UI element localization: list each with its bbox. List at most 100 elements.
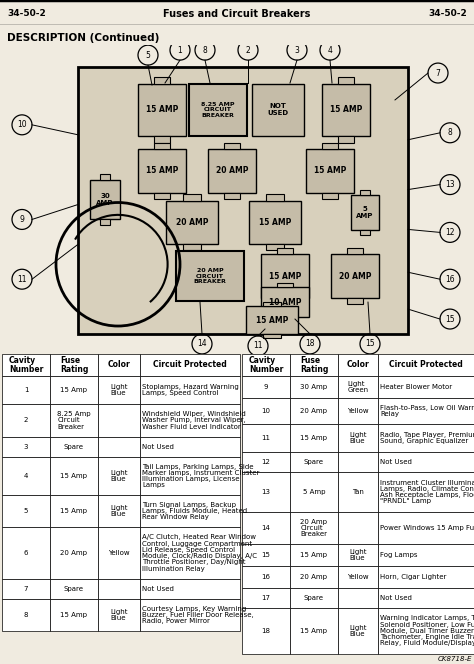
Bar	[98, 579, 140, 599]
Bar	[378, 512, 474, 544]
Bar	[208, 149, 256, 193]
Bar	[338, 608, 378, 654]
Bar	[2, 527, 50, 579]
Text: 5: 5	[146, 50, 150, 60]
Bar	[154, 193, 170, 199]
Bar	[98, 527, 140, 579]
Bar	[277, 248, 293, 254]
Text: Spare: Spare	[304, 595, 324, 601]
Bar	[183, 195, 201, 201]
Bar	[140, 437, 240, 457]
Bar	[277, 298, 293, 304]
Text: 15 AMP: 15 AMP	[259, 218, 291, 227]
Bar	[2, 579, 50, 599]
Bar	[242, 376, 290, 398]
Bar	[242, 608, 290, 654]
Text: 30 Amp: 30 Amp	[301, 384, 328, 390]
Bar	[360, 230, 370, 236]
Text: 5: 5	[24, 508, 28, 514]
Bar	[140, 599, 240, 631]
Text: Windshield Wiper, Windshield
Washer Pump, Interval Wiper,
Washer Fluid Level Ind: Windshield Wiper, Windshield Washer Pump…	[142, 411, 246, 430]
Text: Courtesy Lamps, Key Warning
Buzzer, Fuel Filler Door Release,
Radio, Power Mirro: Courtesy Lamps, Key Warning Buzzer, Fuel…	[142, 606, 254, 624]
Bar	[378, 608, 474, 654]
Text: 13: 13	[262, 489, 271, 495]
Bar	[290, 608, 338, 654]
Text: 15 Amp: 15 Amp	[301, 552, 328, 558]
Text: 11: 11	[253, 341, 263, 351]
Text: 15 Amp: 15 Amp	[301, 435, 328, 441]
Bar	[140, 495, 240, 527]
Text: 15 AMP: 15 AMP	[269, 272, 301, 281]
Bar	[338, 398, 378, 424]
Text: Flash-to-Pass, Low Oil Warning
Relay: Flash-to-Pass, Low Oil Warning Relay	[380, 405, 474, 417]
Text: Warning Indicator Lamps, Throttle
Solenoid Positioner, Low Fuel
Module, Dual Tim: Warning Indicator Lamps, Throttle Soleno…	[380, 616, 474, 647]
Bar	[183, 244, 201, 250]
Bar	[306, 149, 354, 193]
Bar	[50, 599, 98, 631]
Text: 15 AMP: 15 AMP	[146, 166, 178, 175]
Bar	[242, 472, 290, 512]
Text: Light
Blue: Light Blue	[110, 470, 128, 482]
Bar	[378, 566, 474, 588]
Text: 34-50-2: 34-50-2	[7, 9, 46, 19]
Bar	[98, 495, 140, 527]
Text: 8: 8	[24, 612, 28, 618]
Text: 7: 7	[436, 68, 440, 78]
Bar	[242, 398, 290, 424]
Text: Yellow: Yellow	[347, 408, 369, 414]
Text: 13: 13	[445, 180, 455, 189]
Text: Light
Green: Light Green	[347, 380, 369, 393]
Text: CK8718-E: CK8718-E	[438, 656, 472, 662]
Bar	[290, 376, 338, 398]
Bar	[2, 404, 50, 437]
Text: Color: Color	[346, 361, 369, 369]
Text: 9: 9	[264, 384, 268, 390]
Bar	[154, 77, 170, 84]
Bar	[189, 84, 247, 136]
Text: Yellow: Yellow	[347, 574, 369, 580]
Bar	[290, 424, 338, 452]
Bar	[242, 424, 290, 452]
Text: 14: 14	[197, 339, 207, 349]
Bar	[50, 354, 98, 376]
Text: Tan: Tan	[352, 489, 364, 495]
Text: Fog Lamps: Fog Lamps	[380, 552, 418, 558]
Bar	[263, 334, 281, 338]
Bar	[378, 376, 474, 398]
Bar	[2, 376, 50, 404]
Text: 8.25 AMP
CIRCUIT
BREAKER: 8.25 AMP CIRCUIT BREAKER	[201, 102, 235, 118]
Text: Spare: Spare	[64, 444, 84, 450]
Bar	[242, 588, 290, 608]
Bar	[290, 566, 338, 588]
Bar	[266, 195, 284, 201]
Text: Radio, Tape Player, Premium
Sound, Graphic Equalizer: Radio, Tape Player, Premium Sound, Graph…	[380, 432, 474, 444]
Text: 20 Amp: 20 Amp	[301, 408, 328, 414]
Bar	[140, 579, 240, 599]
Text: Fuse
Rating: Fuse Rating	[300, 356, 328, 374]
Bar	[378, 452, 474, 472]
Text: Light
Blue: Light Blue	[110, 609, 128, 621]
Text: 18: 18	[262, 628, 271, 634]
Bar	[322, 84, 370, 136]
Text: 15: 15	[262, 552, 271, 558]
Bar	[242, 452, 290, 472]
Text: 8: 8	[447, 128, 452, 137]
Text: Not Used: Not Used	[380, 595, 412, 601]
Bar	[338, 472, 378, 512]
Bar	[2, 457, 50, 495]
Text: Light
Blue: Light Blue	[349, 625, 367, 637]
Text: Cavity
Number: Cavity Number	[9, 356, 43, 374]
Text: 15 Amp: 15 Amp	[61, 387, 88, 393]
Text: 14: 14	[262, 525, 271, 531]
Bar	[290, 452, 338, 472]
Bar	[337, 77, 355, 84]
Bar	[50, 457, 98, 495]
Text: 15 Amp: 15 Amp	[61, 612, 88, 618]
Text: 3: 3	[294, 46, 300, 54]
Bar	[98, 376, 140, 404]
Text: 20 AMP: 20 AMP	[216, 166, 248, 175]
Text: 20 Amp: 20 Amp	[301, 574, 328, 580]
Text: NOT
USED: NOT USED	[267, 104, 289, 116]
Bar	[98, 437, 140, 457]
Text: 4: 4	[24, 473, 28, 479]
